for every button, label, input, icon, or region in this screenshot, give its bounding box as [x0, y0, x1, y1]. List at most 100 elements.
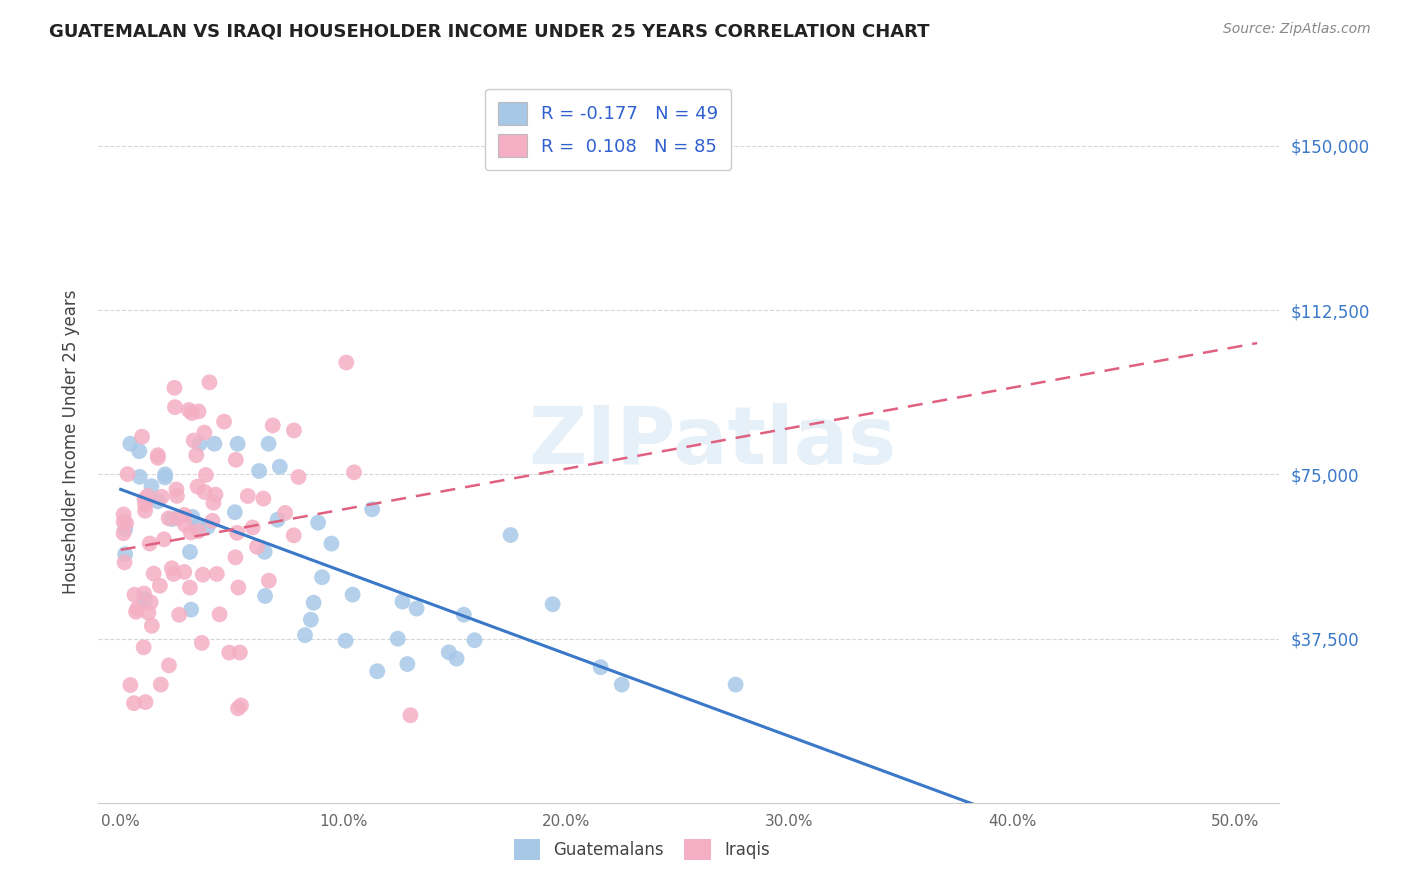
Point: [180, 406, 202, 420]
Point: [396, 657, 419, 671]
Point: [153, 533, 176, 547]
Point: [166, 489, 188, 503]
Point: [139, 595, 162, 609]
Point: [136, 489, 159, 503]
Point: [146, 448, 169, 462]
Point: [153, 467, 176, 482]
Point: [194, 468, 217, 483]
Point: [177, 403, 200, 417]
Point: [541, 597, 564, 611]
Text: GUATEMALAN VS IRAQI HOUSEHOLDER INCOME UNDER 25 YEARS CORRELATION CHART: GUATEMALAN VS IRAQI HOUSEHOLDER INCOME U…: [49, 22, 929, 40]
Text: ZIPatlas: ZIPatlas: [529, 402, 897, 481]
Point: [173, 508, 195, 522]
Point: [153, 470, 176, 484]
Point: [162, 566, 184, 581]
Point: [246, 540, 269, 554]
Point: [127, 601, 149, 615]
Point: [236, 489, 259, 503]
Point: [114, 522, 136, 536]
Point: [112, 526, 135, 541]
Legend: Guatemalans, Iraqis: Guatemalans, Iraqis: [506, 832, 776, 867]
Point: [186, 448, 208, 462]
Point: [208, 607, 231, 622]
Point: [437, 645, 460, 659]
Point: [247, 464, 270, 478]
Point: [302, 596, 325, 610]
Point: [150, 490, 173, 504]
Point: [266, 513, 288, 527]
Point: [307, 516, 329, 530]
Point: [343, 465, 366, 479]
Point: [253, 545, 276, 559]
Point: [198, 376, 221, 390]
Point: [128, 470, 150, 484]
Point: [242, 520, 264, 534]
Point: [274, 506, 297, 520]
Point: [342, 588, 364, 602]
Point: [157, 511, 180, 525]
Point: [167, 607, 190, 622]
Point: [132, 586, 155, 600]
Point: [218, 646, 240, 660]
Point: [464, 633, 486, 648]
Point: [160, 512, 183, 526]
Point: [224, 550, 246, 565]
Point: [257, 436, 280, 450]
Point: [212, 415, 235, 429]
Point: [141, 479, 163, 493]
Y-axis label: Householder Income Under 25 years: Householder Income Under 25 years: [62, 289, 80, 594]
Point: [149, 677, 172, 691]
Point: [589, 660, 612, 674]
Point: [283, 528, 305, 542]
Point: [179, 545, 201, 559]
Point: [311, 570, 333, 584]
Point: [321, 536, 343, 550]
Point: [141, 619, 163, 633]
Point: [228, 581, 250, 595]
Point: [283, 424, 305, 438]
Point: [124, 588, 146, 602]
Point: [157, 658, 180, 673]
Point: [262, 418, 284, 433]
Point: [187, 520, 209, 534]
Point: [134, 695, 156, 709]
Point: [387, 632, 409, 646]
Point: [226, 525, 249, 540]
Point: [399, 708, 422, 723]
Point: [405, 601, 427, 615]
Point: [187, 480, 209, 494]
Point: [187, 524, 209, 538]
Point: [204, 436, 226, 450]
Point: [252, 491, 274, 506]
Point: [117, 467, 139, 482]
Point: [120, 436, 142, 450]
Point: [138, 606, 160, 620]
Point: [142, 566, 165, 581]
Point: [173, 565, 195, 579]
Point: [112, 515, 135, 529]
Point: [163, 400, 186, 414]
Point: [194, 485, 217, 500]
Point: [134, 498, 156, 512]
Point: [122, 696, 145, 710]
Point: [160, 561, 183, 575]
Point: [391, 594, 413, 608]
Point: [187, 404, 209, 418]
Point: [138, 536, 160, 550]
Point: [128, 444, 150, 458]
Point: [134, 492, 156, 507]
Point: [134, 504, 156, 518]
Point: [197, 520, 219, 534]
Point: [193, 425, 215, 440]
Point: [205, 566, 228, 581]
Point: [191, 636, 214, 650]
Point: [299, 613, 322, 627]
Point: [179, 581, 201, 595]
Point: [724, 677, 747, 691]
Point: [131, 430, 153, 444]
Point: [229, 698, 252, 713]
Point: [163, 381, 186, 395]
Point: [114, 555, 136, 569]
Point: [287, 470, 309, 484]
Point: [180, 602, 202, 616]
